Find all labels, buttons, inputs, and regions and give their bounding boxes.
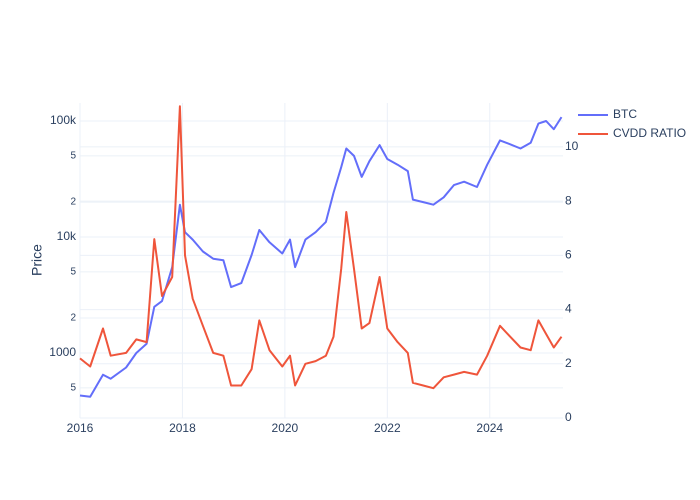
series-line — [79, 105, 563, 390]
y-tick-label: 100k — [50, 113, 77, 127]
legend-label: CVDD RATIO — [613, 126, 686, 140]
y2-tick-label: 8 — [565, 193, 572, 207]
y-tick-label: 10k — [57, 229, 77, 243]
x-tick-label: 2022 — [374, 421, 401, 435]
x-tick-label: 2016 — [67, 421, 94, 435]
y-tick-label: 2 — [70, 313, 76, 324]
x-tick-label: 2024 — [476, 421, 503, 435]
y-tick-label: 2 — [70, 197, 76, 208]
legend-label: BTC — [613, 107, 637, 121]
y-tick-label: 5 — [70, 383, 76, 394]
y2-tick-label: 6 — [565, 248, 572, 262]
x-tick-label: 2020 — [272, 421, 299, 435]
x-tick-label: 2018 — [169, 421, 196, 435]
y-tick-label: 5 — [70, 267, 76, 278]
y2-tick-label: 10 — [565, 139, 579, 153]
y-tick-label: 1000 — [49, 345, 76, 359]
y2-tick-label: 0 — [565, 410, 572, 424]
y-axis-title: Price — [29, 244, 45, 276]
y-tick-label: 5 — [70, 151, 76, 162]
series-line — [79, 116, 563, 398]
grid — [79, 103, 563, 419]
y2-tick-label: 4 — [565, 302, 572, 316]
y2-tick-label: 2 — [565, 356, 572, 370]
